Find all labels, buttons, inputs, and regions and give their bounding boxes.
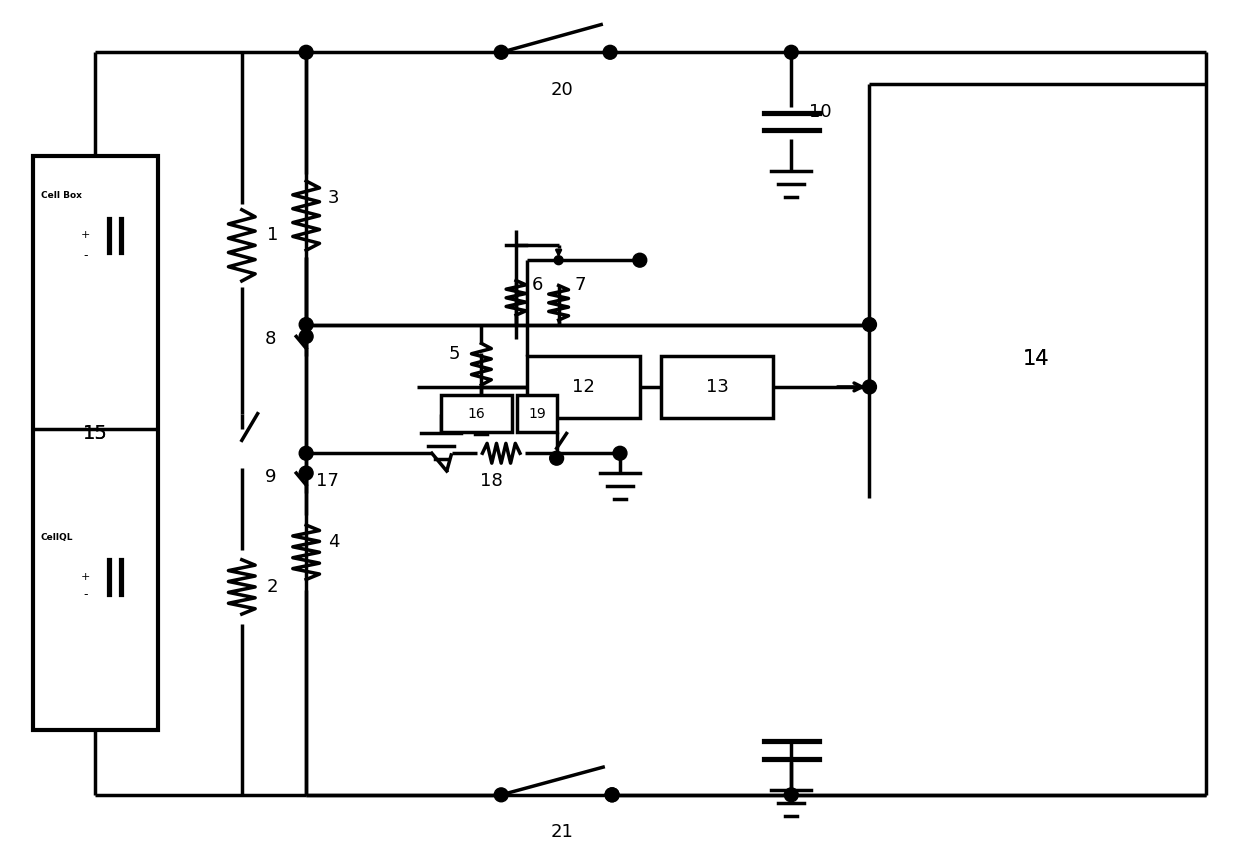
- Circle shape: [299, 329, 312, 343]
- Circle shape: [613, 447, 627, 460]
- Text: 18: 18: [480, 472, 502, 490]
- Text: 14: 14: [1023, 349, 1049, 369]
- Text: 14: 14: [1023, 349, 1049, 369]
- Text: Cell Box: Cell Box: [41, 191, 82, 201]
- Text: 6: 6: [532, 276, 543, 294]
- Text: 12: 12: [572, 378, 595, 396]
- Circle shape: [495, 788, 508, 802]
- Text: 16: 16: [467, 407, 485, 420]
- Circle shape: [605, 788, 619, 802]
- Text: 8: 8: [265, 331, 277, 349]
- Circle shape: [554, 255, 563, 265]
- Text: 20: 20: [551, 81, 573, 99]
- FancyBboxPatch shape: [440, 395, 512, 432]
- Circle shape: [299, 447, 312, 460]
- Text: 15: 15: [83, 424, 108, 443]
- FancyBboxPatch shape: [527, 356, 640, 418]
- Text: 15: 15: [83, 424, 108, 443]
- Circle shape: [785, 788, 799, 802]
- Circle shape: [605, 788, 619, 802]
- Circle shape: [785, 46, 799, 59]
- Circle shape: [549, 451, 563, 465]
- FancyBboxPatch shape: [517, 395, 557, 432]
- Text: 17: 17: [316, 472, 339, 490]
- Text: 10: 10: [810, 102, 832, 121]
- Text: 21: 21: [551, 823, 573, 842]
- Text: +: +: [81, 230, 91, 240]
- Circle shape: [632, 253, 647, 267]
- Text: 3: 3: [327, 189, 340, 206]
- Text: CellQL: CellQL: [41, 533, 73, 542]
- Circle shape: [863, 317, 877, 332]
- Circle shape: [603, 46, 618, 59]
- Text: 5: 5: [448, 345, 460, 363]
- Text: 7: 7: [574, 276, 587, 294]
- Text: 1: 1: [267, 227, 278, 244]
- Text: 2: 2: [267, 578, 278, 596]
- Circle shape: [863, 380, 877, 394]
- Text: 19: 19: [528, 407, 546, 420]
- Text: +: +: [81, 572, 91, 582]
- Text: 13: 13: [706, 378, 728, 396]
- Text: 9: 9: [265, 468, 277, 486]
- Circle shape: [299, 466, 312, 480]
- Text: 4: 4: [327, 533, 340, 552]
- Circle shape: [299, 46, 312, 59]
- FancyBboxPatch shape: [33, 157, 157, 730]
- Text: -: -: [83, 249, 88, 261]
- Text: -: -: [83, 588, 88, 602]
- FancyBboxPatch shape: [661, 356, 774, 418]
- Circle shape: [495, 46, 508, 59]
- Circle shape: [299, 317, 312, 332]
